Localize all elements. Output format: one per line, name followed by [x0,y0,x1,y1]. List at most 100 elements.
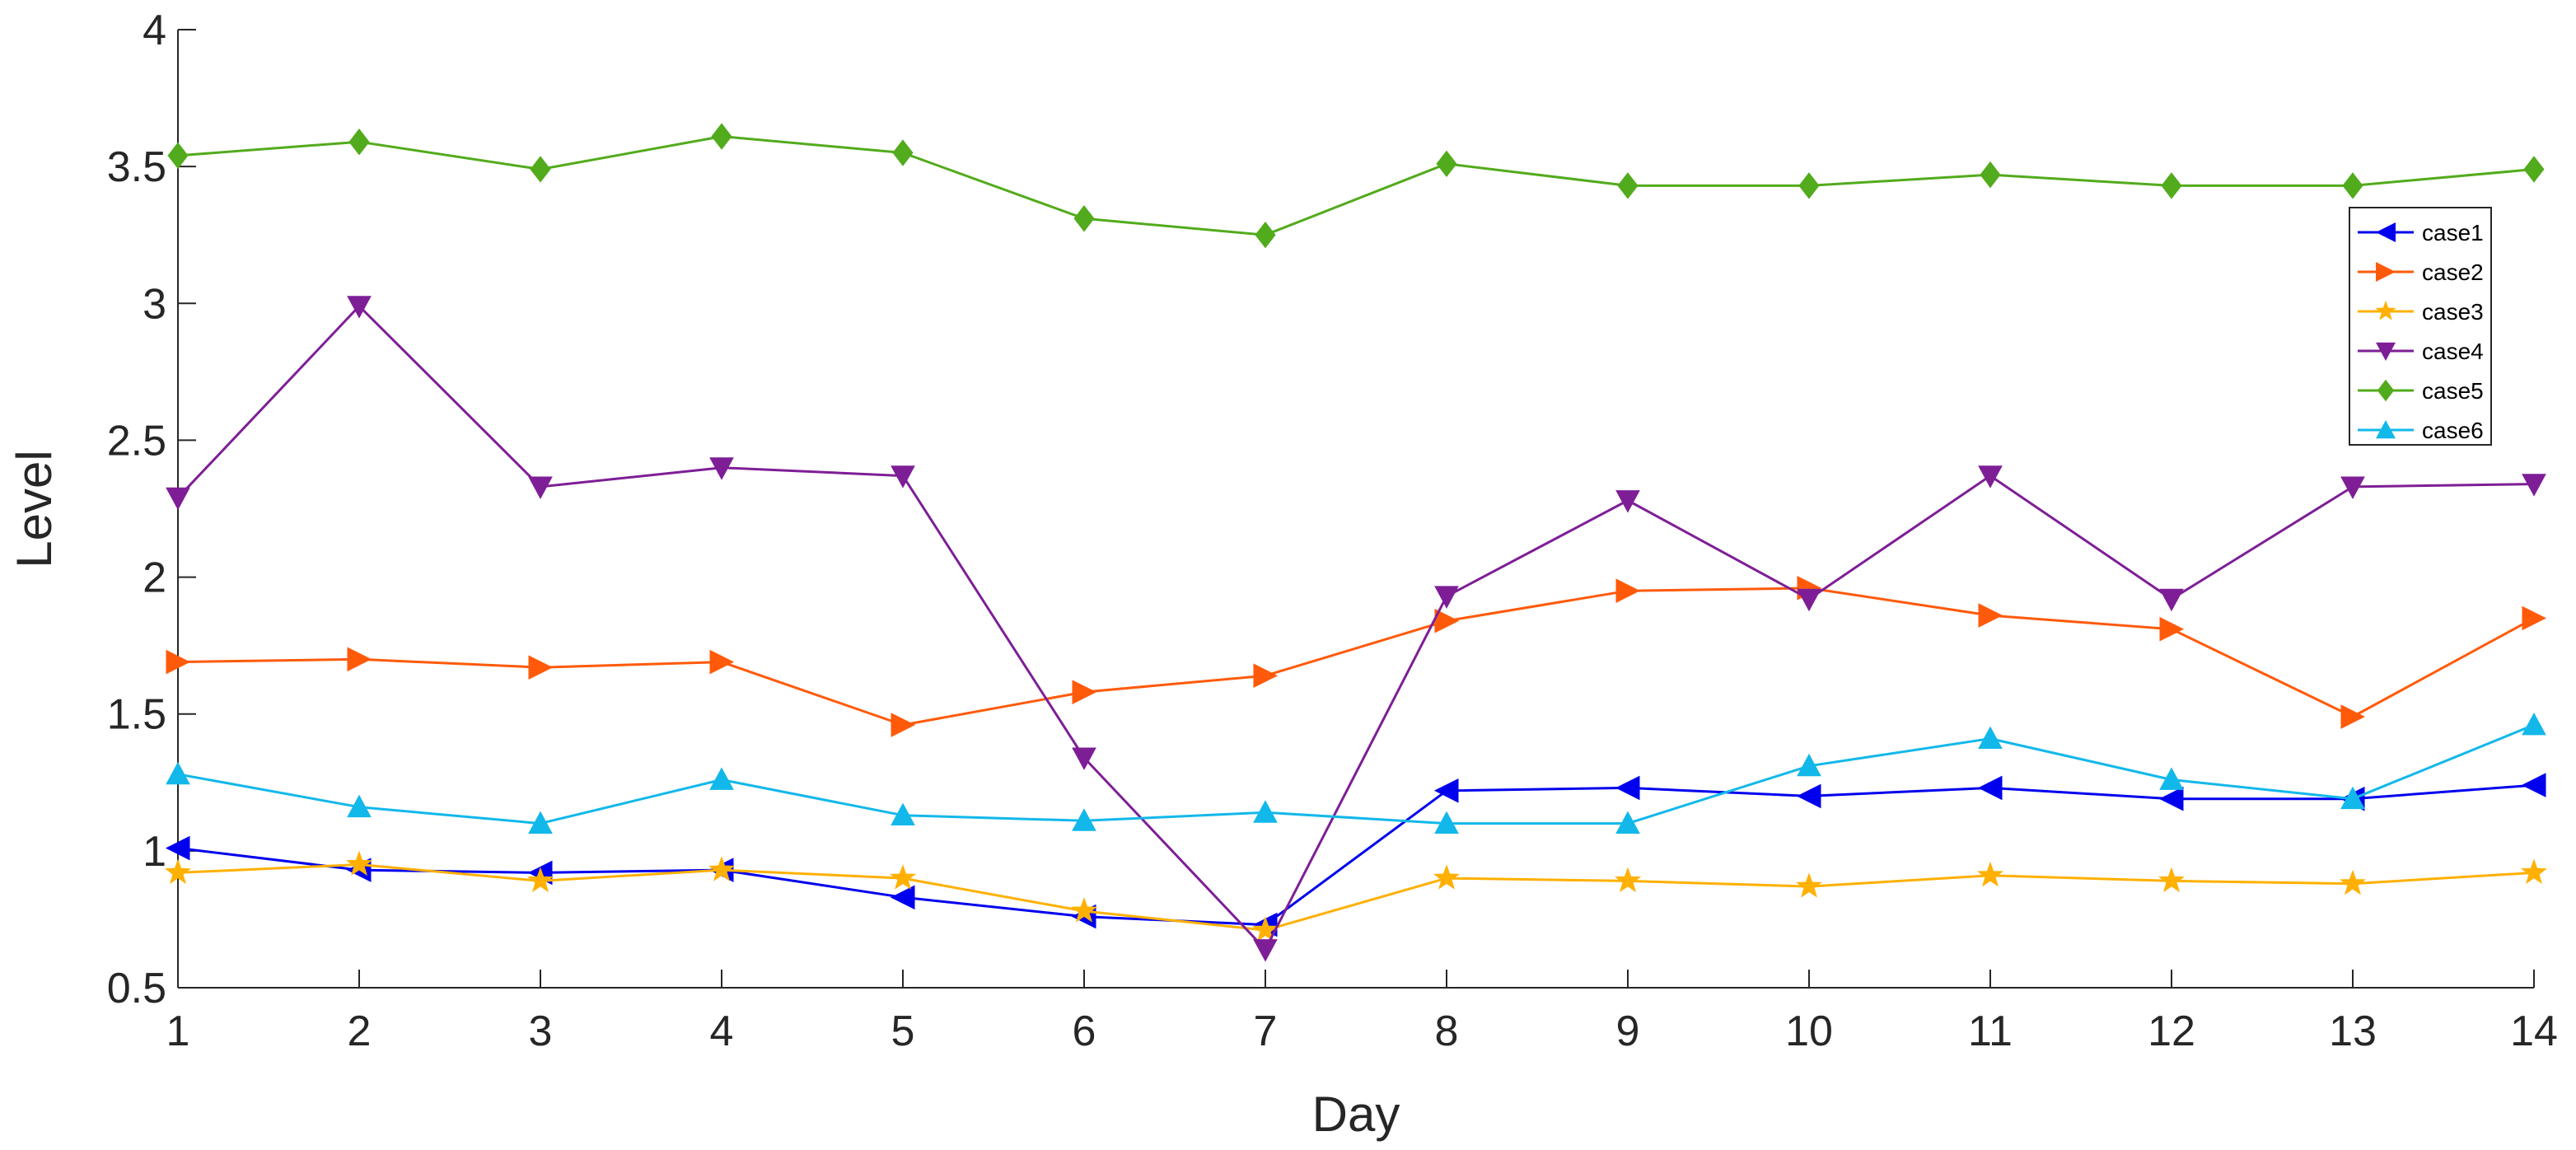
data-point-case5 [1436,150,1457,178]
data-point-case1 [1796,783,1821,809]
data-point-case2 [2340,704,2366,729]
series-case2 [166,576,2547,737]
data-point-case4 [891,465,915,489]
y-tick-label: 2.5 [107,417,166,465]
data-point-case2 [1615,578,1641,603]
x-tick-label: 7 [1254,1007,1278,1055]
data-point-case4 [1797,588,1821,612]
data-point-case2 [528,655,554,680]
data-point-case6 [2522,712,2546,736]
data-point-case3 [708,856,735,881]
data-point-case5 [1798,172,1820,199]
legend: case1 case2 case3 case4 case5 case6 [2349,207,2492,446]
y-tick-label: 4 [143,7,166,54]
legend-swatch-marker [2376,420,2396,439]
legend-label: case4 [2422,339,2484,364]
legend-swatch-marker [2376,342,2396,361]
data-point-case6 [891,802,915,826]
data-point-case6 [1253,800,1278,823]
series-case1 [165,773,2546,937]
data-point-case3 [1433,864,1461,890]
data-point-case5 [530,156,551,183]
x-tick-label: 8 [1435,1007,1459,1055]
y-tick-label: 3 [143,280,166,328]
x-tick-label: 10 [1785,1007,1833,1055]
data-point-case3 [2521,858,2547,885]
data-point-case1 [1977,775,2003,801]
data-point-case3 [1615,867,1641,893]
data-point-case6 [1978,726,2003,750]
data-point-case5 [348,129,370,156]
data-point-case2 [1253,663,1279,689]
data-point-case1 [1615,775,1640,801]
data-point-case3 [2158,867,2185,893]
legend-label: case2 [2422,259,2484,285]
data-point-case2 [1072,680,1097,704]
data-point-case3 [1976,861,2004,887]
series-line-case4 [176,305,2535,951]
data-point-case3 [1070,897,1098,923]
legend-swatch-marker [2377,379,2395,402]
data-point-case4 [709,457,734,480]
y-axis-label: Level [7,450,62,568]
data-point-case5 [1617,172,1639,199]
x-tick-label: 14 [2510,1007,2558,1055]
data-point-case5 [1980,161,2001,189]
data-point-case3 [527,867,554,893]
x-tick-label: 3 [529,1007,553,1055]
data-point-case2 [891,713,916,737]
legend-swatch-marker [2376,262,2396,282]
legend-label: case5 [2422,378,2484,404]
data-point-case4 [528,476,553,499]
data-point-case5 [2161,172,2182,199]
data-point-case4 [1253,939,1278,962]
data-point-case2 [1978,603,2003,628]
data-point-case3 [345,850,373,877]
series-line-case1 [177,783,2535,927]
data-point-case1 [1433,778,1459,803]
x-tick-label: 6 [1073,1007,1096,1055]
legend-item: case2 [2358,259,2484,285]
x-tick-label: 5 [891,1007,915,1055]
data-point-case4 [1434,586,1459,609]
legend-item: case4 [2358,339,2484,364]
data-point-case2 [166,649,191,675]
data-point-case2 [2522,605,2547,631]
legend-swatch-marker [2375,300,2396,320]
data-point-case5 [2523,156,2545,183]
data-point-case5 [1073,205,1095,232]
data-point-case1 [890,885,915,910]
data-point-case4 [1072,747,1096,770]
data-point-case6 [166,761,190,785]
data-point-case1 [2158,786,2184,811]
y-tick-label: 0.5 [107,965,166,1012]
data-point-case3 [1252,916,1279,942]
data-point-case3 [2340,869,2366,895]
legend-label: case1 [2422,220,2484,245]
x-tick-label: 13 [2329,1007,2377,1055]
data-point-case1 [2521,773,2546,797]
y-tick-label: 1.5 [107,691,166,739]
series-line-case2 [177,587,2535,727]
y-tick-label: 3.5 [107,143,166,191]
legend-item: case1 [2358,220,2484,245]
legend-item: case3 [2358,299,2484,325]
legend-item: case6 [2358,418,2484,443]
y-tick-label: 2 [143,554,166,602]
legend-box [2349,207,2492,446]
data-point-case4 [166,487,190,511]
x-tick-label: 1 [166,1007,190,1055]
plot-area [165,123,2547,962]
series-case4 [166,296,2546,962]
data-point-case2 [2159,616,2185,642]
data-point-case5 [167,142,189,170]
series-line-case3 [177,863,2535,932]
y-tick-label: 1 [143,828,166,876]
data-point-case6 [2159,767,2184,790]
data-point-case6 [1072,808,1096,831]
data-point-case2 [347,647,372,672]
data-point-case2 [709,649,735,675]
legend-swatch-marker [2376,222,2396,242]
legend-item: case5 [2358,378,2484,404]
legend-label: case6 [2422,418,2484,443]
